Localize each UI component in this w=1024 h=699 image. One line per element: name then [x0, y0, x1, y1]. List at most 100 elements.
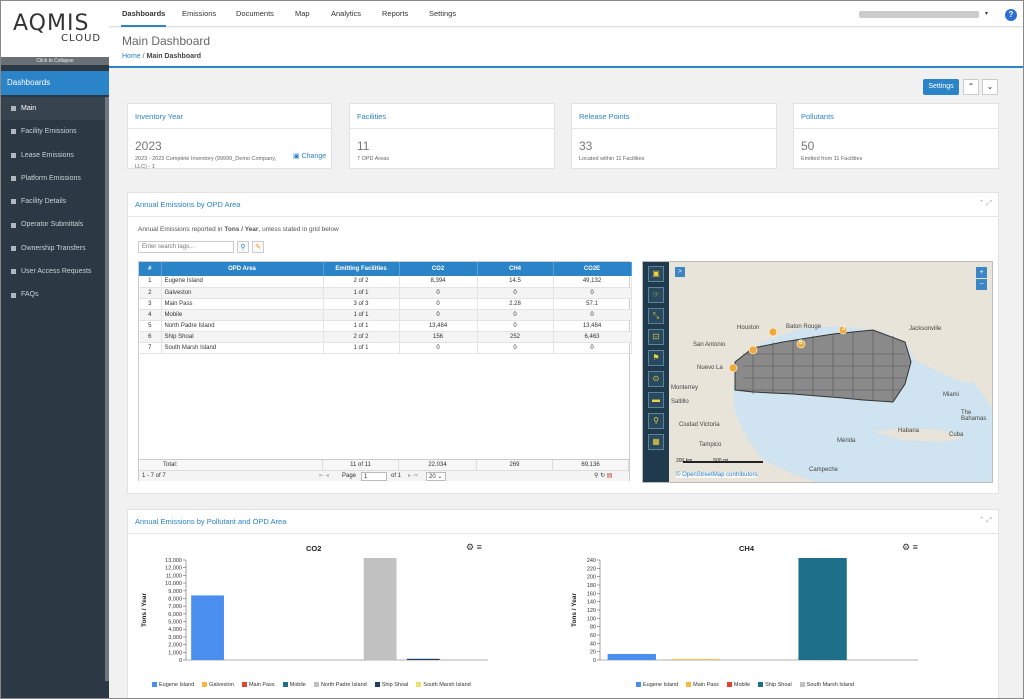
legend-item[interactable]: Eugene Island [152, 682, 194, 688]
page-size-select[interactable]: 20 ⌄ [426, 472, 446, 481]
caret-down-icon[interactable]: ▾ [985, 11, 989, 17]
location-pin-icon[interactable]: ⚑ [648, 350, 664, 366]
gear-icon[interactable]: ⚙ [902, 542, 911, 552]
tab-reports[interactable]: Reports [382, 9, 409, 18]
sidebar-item-facility-details[interactable]: Facility Details [1, 190, 105, 213]
chevron-up-icon[interactable]: ⌃ [978, 517, 985, 524]
page-number-input[interactable]: 1 [361, 472, 387, 481]
bar-main-pass[interactable] [671, 659, 720, 660]
tab-documents[interactable]: Documents [236, 9, 274, 18]
identify-icon[interactable]: ⊙ [648, 371, 664, 387]
sidebar-item-user-access-requests[interactable]: User Access Requests [1, 260, 105, 283]
table-row[interactable]: 5 North Padre Island 1 of 1 13,484 0 13,484 [139, 320, 632, 332]
sidebar-item-platform-emissions[interactable]: Platform Emissions [1, 167, 105, 190]
bar-eugene-island[interactable] [607, 653, 656, 660]
help-icon[interactable]: ? [1005, 9, 1017, 21]
marker-count[interactable]: 3 [842, 326, 846, 332]
bar-ship-shoal[interactable] [406, 658, 440, 660]
legend-item[interactable]: South Marsh Island [799, 682, 854, 688]
sidebar-item-operator-submittals[interactable]: Operator Submittals [1, 213, 105, 236]
table-row[interactable]: 1 Eugene Island 2 of 2 8,394 14.5 49,132 [139, 276, 632, 288]
legend-item[interactable]: Mobile [726, 682, 751, 688]
bar-ship-shoal[interactable] [798, 558, 847, 660]
zoom-in-button[interactable]: + [976, 267, 987, 278]
settings-button[interactable]: Settings [923, 79, 959, 95]
refresh-icon[interactable]: ↻ [600, 473, 606, 479]
breadcrumb-home-link[interactable]: Home [122, 53, 141, 60]
search-icon[interactable]: ⚲ [594, 473, 599, 479]
select-tool-icon[interactable]: ▣ [648, 266, 664, 282]
chevron-up-icon[interactable]: ⌃ [978, 200, 985, 207]
search-map-icon[interactable]: ⚲ [648, 413, 664, 429]
logo[interactable]: AQMIS CLOUD [1, 1, 109, 57]
tab-analytics[interactable]: Analytics [331, 9, 362, 18]
y-tick-label: 60 [590, 633, 596, 639]
column-header[interactable]: Emitting Facilities [323, 262, 400, 276]
legend-item[interactable]: North Padre Island [313, 682, 367, 688]
search-button[interactable]: ⚲ [237, 241, 249, 253]
sidebar-header-dashboards[interactable]: Dashboards [1, 71, 109, 95]
panel-controls[interactable]: ⌃ ⤢ [979, 516, 992, 525]
expand-icon[interactable]: ⤢ [986, 517, 992, 524]
menu-icon[interactable]: ≡ [912, 542, 918, 552]
expand-icon[interactable]: ⤢ [986, 200, 992, 207]
zoom-box-icon[interactable]: ⊡ [648, 329, 664, 345]
sidebar-item-main[interactable]: Main [1, 97, 105, 121]
legend-label: Mobile [733, 682, 751, 688]
expand-map-button[interactable]: > [675, 267, 685, 277]
table-cell: 0 [399, 309, 478, 321]
legend-item[interactable]: Main Pass [241, 682, 275, 688]
expand-all-button[interactable]: ⌄ [982, 79, 998, 95]
sidebar-item-facility-emissions[interactable]: Facility Emissions [1, 120, 105, 143]
collapse-all-button[interactable]: ⌃ [963, 79, 979, 95]
bar-north-padre-island[interactable] [363, 558, 397, 660]
sidebar-scrollbar[interactable] [105, 97, 109, 681]
bar-eugene-island[interactable] [191, 595, 224, 660]
tab-dashboards[interactable]: Dashboards [121, 1, 167, 27]
measure-icon[interactable]: ▬ [648, 392, 664, 408]
table-row[interactable]: 3 Main Pass 3 of 3 0 2.28 57.1 [139, 298, 632, 310]
marker-count[interactable]: 5 [799, 340, 803, 346]
legend-item[interactable]: Eugene Island [636, 682, 678, 688]
tab-emissions[interactable]: Emissions [182, 9, 217, 18]
clear-search-button[interactable]: ✎ [252, 241, 264, 253]
table-header-row: # OPD Area Emitting Facilities CO2 CH4 CO2E [139, 262, 632, 276]
column-header[interactable]: CH4 [477, 262, 554, 276]
zoom-out-button[interactable]: − [976, 279, 987, 290]
opd-map[interactable]: ▣ ☞ ⤡ ⊡ ⚑ ⊙ ▬ ⚲ ▦ > + − San Antonio Hous… [642, 261, 993, 483]
last-page-icon[interactable]: ▸ ⇥ [408, 473, 418, 479]
tab-map[interactable]: Map [295, 9, 310, 18]
search-tags-input[interactable]: Enter search tags... [138, 241, 234, 253]
map-attribution[interactable]: © OpenStreetMap contributors [676, 472, 758, 478]
sidebar-item-faqs[interactable]: FAQs [1, 283, 105, 306]
column-header[interactable]: # [139, 262, 162, 276]
panel-controls[interactable]: ⌃ ⤢ [979, 199, 992, 208]
legend-item[interactable]: Ship Shoal [758, 682, 792, 688]
sidebar-item-lease-emissions[interactable]: Lease Emissions [1, 144, 105, 167]
legend-item[interactable]: South Marsh Island [416, 682, 471, 688]
column-header[interactable]: CO2 [399, 262, 478, 276]
collapse-sidebar-button[interactable]: Click to Collapse [1, 57, 109, 65]
change-inventory-link[interactable]: ▣ Change [293, 152, 326, 160]
gear-icon[interactable]: ⚙ [466, 542, 475, 552]
tab-settings[interactable]: Settings [429, 9, 457, 18]
menu-icon[interactable]: ≡ [476, 542, 482, 552]
sidebar-item-ownership-transfers[interactable]: Ownership Transfers [1, 237, 105, 260]
table-row[interactable]: 6 Ship Shoal 2 of 2 156 252 6,463 [139, 331, 632, 343]
ch4-chart: Tons / Year 0 20 40 60 80 100 120 140 160 180 200 22… [571, 558, 918, 664]
column-header[interactable]: OPD Area [161, 262, 324, 276]
export-icon[interactable]: ▤ [606, 473, 613, 479]
column-header[interactable]: CO2E [553, 262, 632, 276]
pointer-tool-icon[interactable]: ☞ [648, 287, 664, 303]
first-page-icon[interactable]: ⇤ ◂ [319, 473, 329, 479]
legend-item[interactable]: Mobile [282, 682, 306, 688]
legend-item[interactable]: Main Pass [686, 682, 719, 688]
layers-icon[interactable]: ▦ [648, 434, 664, 450]
user-menu[interactable] [859, 11, 979, 18]
legend-item[interactable]: Galveston [202, 682, 234, 688]
extent-tool-icon[interactable]: ⤡ [648, 308, 664, 324]
legend-item[interactable]: Ship Shoal [374, 682, 408, 688]
